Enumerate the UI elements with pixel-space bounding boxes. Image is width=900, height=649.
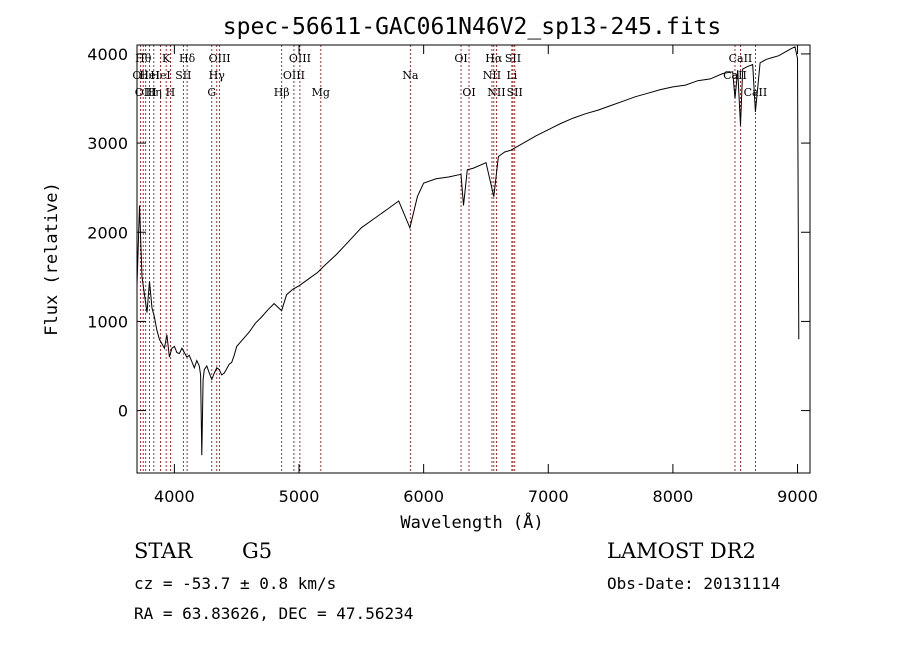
object-class: STAR <box>134 539 193 563</box>
line-label: Oll <box>132 69 149 82</box>
line-label: OIII <box>209 52 231 65</box>
x-axis-label: Wavelength (Å) <box>400 511 543 533</box>
y-tick-label: 0 <box>118 402 128 421</box>
line-label: Hβ <box>274 86 290 99</box>
line-label: OI <box>454 52 467 65</box>
line-label: Mg <box>312 86 330 99</box>
line-label: K <box>162 52 171 65</box>
line-label: SII <box>505 52 521 65</box>
y-tick-label: 1000 <box>87 312 128 331</box>
line-label: Hγ <box>209 69 226 82</box>
line-label: CaII <box>729 52 753 65</box>
x-tick-label: 4000 <box>154 487 195 506</box>
x-tick-label: 6000 <box>403 487 444 506</box>
line-label: Hα <box>485 52 503 65</box>
x-tick-label: 7000 <box>528 487 569 506</box>
x-tick-label: 8000 <box>653 487 694 506</box>
line-label: Li <box>506 69 517 82</box>
y-tick-label: 2000 <box>87 223 128 242</box>
line-label: H <box>166 86 176 99</box>
line-label: OIII <box>283 69 305 82</box>
chart-title: spec-56611-GAC061N46V2_sp13-245.fits <box>223 14 722 40</box>
line-label: NII <box>483 69 501 82</box>
x-tick-label: 5000 <box>279 487 320 506</box>
line-label: OIII <box>135 86 157 99</box>
line-label: Na <box>402 69 419 82</box>
line-label: CaII <box>723 69 747 82</box>
coordinates: RA = 63.83626, DEC = 47.56234 <box>134 604 414 623</box>
line-label: CaII <box>744 86 768 99</box>
spectrum-line <box>136 46 800 456</box>
line-label: G <box>207 86 216 99</box>
line-label: HeI <box>150 69 170 82</box>
line-label: SII <box>175 69 191 82</box>
line-label: Hδ <box>179 52 196 65</box>
survey-name: LAMOST DR2 <box>607 539 756 563</box>
line-label: OI <box>462 86 475 99</box>
x-tick-label: 9000 <box>777 487 818 506</box>
redshift-velocity: cz = -53.7 ± 0.8 km/s <box>134 574 337 593</box>
line-label: NII <box>487 86 505 99</box>
line-label: OIII <box>289 52 311 65</box>
line-label: Hθ <box>135 52 152 65</box>
y-axis-ticks: 0 1000 2000 3000 4000 <box>87 45 810 421</box>
plot-frame <box>136 44 811 474</box>
y-axis-label: Flux (relative) <box>42 182 62 336</box>
object-subclass: G5 <box>242 539 273 563</box>
observation-date: Obs-Date: 20131114 <box>607 574 781 593</box>
spectral-line-markers <box>139 45 756 473</box>
y-tick-label: 4000 <box>87 45 128 64</box>
x-axis-ticks: 4000 5000 6000 7000 8000 9000 <box>154 45 818 506</box>
line-label: HeI <box>139 69 159 82</box>
line-label: Hη <box>146 86 162 99</box>
spectral-line-labels: OllHθOIIIHeIHηHeIKHSIIHδGHγOIIIHβOIIIOII… <box>132 52 767 99</box>
y-tick-label: 3000 <box>87 134 128 153</box>
line-label: SII <box>507 86 523 99</box>
